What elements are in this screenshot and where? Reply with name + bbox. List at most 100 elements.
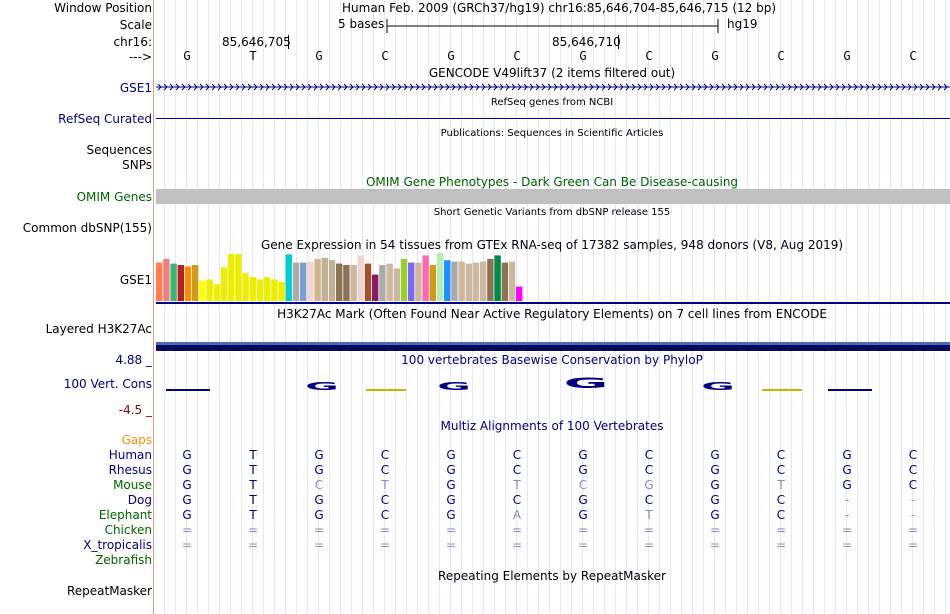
species-label[interactable]: Human — [108, 448, 152, 462]
aligned-base: = — [577, 538, 589, 552]
aligned-base: G — [842, 478, 852, 492]
scale-bar — [386, 19, 719, 33]
species-label[interactable]: X_tropicalis — [83, 538, 152, 552]
aligned-base: = — [841, 538, 853, 552]
gtex-track-label[interactable]: GSE1 — [119, 273, 152, 287]
strand-arrow — [601, 83, 606, 91]
strand-arrow — [301, 83, 306, 91]
strand-arrow — [439, 83, 444, 91]
repeatmasker-track-label[interactable]: RepeatMasker — [66, 584, 152, 598]
gtex-expression-chart[interactable] — [156, 252, 536, 302]
strand-arrow — [667, 83, 672, 91]
species-label[interactable]: Chicken — [104, 523, 152, 537]
strand-arrow — [289, 83, 294, 91]
gtex-tissue-bar — [228, 254, 235, 301]
h3k27ac-track-title: H3K27Ac Mark (Often Found Near Active Re… — [277, 307, 827, 321]
strand-arrow — [175, 83, 180, 91]
gtex-tissue-bar — [487, 258, 494, 301]
omim-track-label[interactable]: OMIM Genes — [76, 190, 152, 204]
strand-arrow — [211, 83, 216, 91]
gtex-tissue-bar — [364, 263, 372, 301]
scale-assembly: hg19 — [727, 17, 758, 31]
species-label[interactable]: Zebrafish — [95, 553, 152, 567]
species-label[interactable]: Rhesus — [108, 463, 152, 477]
strand-arrow — [901, 83, 906, 91]
aligned-base: T — [513, 478, 521, 492]
aligned-base: = — [313, 538, 325, 552]
gse1-gene-model[interactable] — [156, 80, 950, 94]
strand-arrow — [709, 83, 714, 91]
strand-arrow — [817, 83, 822, 91]
strand-arrow — [751, 83, 756, 91]
aligned-base: C — [644, 448, 654, 462]
omim-gene-bar[interactable] — [156, 189, 950, 204]
strand-arrow — [193, 83, 198, 91]
sequences-track-label[interactable]: Sequences — [86, 143, 152, 157]
strand-arrow — [625, 83, 630, 91]
gtex-tissue-bar — [163, 258, 170, 301]
gtex-tissue-bar — [444, 260, 451, 301]
aligned-base: T — [249, 493, 257, 507]
aligned-base: = — [379, 538, 391, 552]
strand-arrow — [631, 83, 636, 91]
aligned-base: G — [644, 478, 654, 492]
strand-arrow — [217, 83, 222, 91]
strand-arrow — [199, 83, 204, 91]
refseq-gene-line[interactable] — [156, 118, 950, 119]
strand-arrow — [259, 83, 264, 91]
cons-logo-glyph: G — [437, 380, 470, 393]
aligned-base: - — [910, 508, 916, 522]
snps-track-label[interactable]: SNPs — [122, 158, 152, 172]
cons-max-label: 4.88 _ — [115, 353, 152, 367]
strand-arrow — [433, 83, 438, 91]
strand-arrow — [559, 83, 564, 91]
strand-arrow — [409, 83, 414, 91]
species-label[interactable]: Elephant — [98, 508, 152, 522]
h3k27ac-track-label[interactable]: Layered H3K27Ac — [45, 322, 152, 336]
sequence-base: G — [579, 49, 587, 63]
gtex-tissue-bar — [350, 265, 357, 301]
cons-track-label[interactable]: 100 Vert. Cons — [63, 377, 152, 391]
sequence-base: G — [843, 49, 851, 63]
strand-arrow — [325, 83, 330, 91]
aligned-base: G — [182, 448, 192, 462]
dbsnp-track-title: Short Genetic Variants from dbSNP releas… — [433, 207, 671, 218]
aligned-base: - — [844, 493, 850, 507]
aligned-base: = — [181, 523, 193, 537]
gaps-label: Gaps — [121, 433, 152, 447]
aligned-base: G — [578, 448, 588, 462]
refseq-track-label[interactable]: RefSeq Curated — [58, 112, 152, 126]
strand-arrow — [253, 83, 258, 91]
position-tick-mark-2 — [618, 35, 619, 49]
strand-arrow — [883, 83, 888, 91]
strand-arrow — [673, 83, 678, 91]
gtex-tissue-bar — [264, 277, 271, 301]
sequence-base: C — [777, 49, 785, 63]
strand-arrow — [907, 83, 912, 91]
strand-arrow — [535, 83, 540, 91]
gencode-track-label[interactable]: GSE1 — [119, 81, 152, 95]
aligned-base: T — [249, 463, 257, 477]
gtex-tissue-bar — [516, 286, 523, 301]
base-position-grid — [154, 0, 950, 614]
strand-arrow — [385, 83, 390, 91]
aligned-base: = — [181, 538, 193, 552]
strand-arrow — [553, 83, 558, 91]
aligned-base: T — [249, 508, 257, 522]
gtex-tissue-bar — [271, 279, 278, 301]
strand-arrow — [223, 83, 228, 91]
aligned-base: C — [380, 508, 390, 522]
species-label[interactable]: Dog — [127, 493, 152, 507]
strand-arrow — [565, 83, 570, 91]
dbsnp-track-label[interactable]: Common dbSNP(155) — [22, 221, 152, 235]
species-label[interactable]: Mouse — [113, 478, 152, 492]
strand-arrow — [451, 83, 456, 91]
strand-arrow — [823, 83, 828, 91]
strand-arrow — [427, 83, 432, 91]
gtex-tissue-bar — [177, 265, 184, 301]
aligned-base: G — [182, 493, 192, 507]
strand-arrow — [715, 83, 720, 91]
aligned-base: = — [643, 523, 655, 537]
sequence-base: C — [645, 49, 653, 63]
